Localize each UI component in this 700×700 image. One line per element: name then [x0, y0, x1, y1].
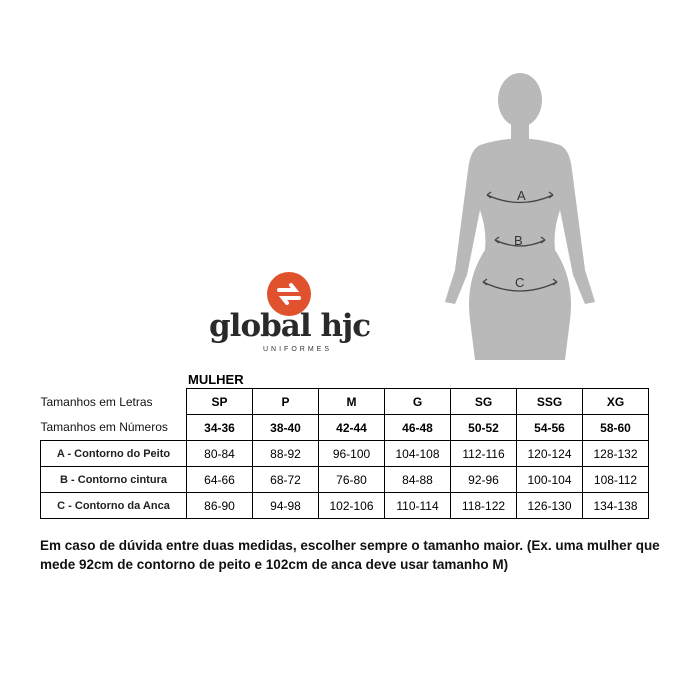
table-cell: 110-114	[384, 492, 451, 519]
table-cell: 112-116	[450, 440, 517, 467]
size-table: Tamanhos em Letras SP P M G SG SSG XG Tamanhos e…	[40, 388, 649, 519]
table-cell: 134-138	[582, 492, 649, 519]
table-cell: 96-100	[318, 440, 385, 467]
row-label: Tamanhos em Letras	[40, 394, 153, 409]
table-cell: 64-66	[186, 466, 253, 493]
table-cell: G	[384, 388, 451, 415]
measure-label-a: A	[517, 188, 526, 203]
table-row: A - Contorno do Peito 80-84 88-92 96-100 104…	[40, 440, 649, 467]
table-row: C - Contorno da Anca 86-90 94-98 102-106 110…	[40, 492, 649, 519]
measure-label-c: C	[515, 275, 524, 290]
row-label: B - Contorno cintura	[40, 466, 187, 493]
row-label: Tamanhos em Números	[40, 420, 168, 435]
table-cell: 68-72	[252, 466, 319, 493]
table-row: Tamanhos em Números 34-36 38-40 42-44 46-48 5…	[40, 414, 649, 441]
table-cell: P	[252, 388, 319, 415]
table-cell: 86-90	[186, 492, 253, 519]
row-label: A - Contorno do Peito	[40, 440, 187, 467]
table-cell: 76-80	[318, 466, 385, 493]
table-cell: 118-122	[450, 492, 517, 519]
table-cell: 126-130	[516, 492, 583, 519]
woman-silhouette-figure: A B C	[435, 70, 605, 365]
table-row: B - Contorno cintura 64-66 68-72 76-80 84-88…	[40, 466, 649, 493]
logo-subtitle: UNIFORMES	[263, 346, 332, 353]
logo-name: global hjc	[209, 308, 371, 344]
measure-label-b: B	[514, 233, 523, 248]
table-cell: 94-98	[252, 492, 319, 519]
row-label: C - Contorno da Anca	[40, 492, 187, 519]
table-cell: 108-112	[582, 466, 649, 493]
table-cell: SP	[186, 388, 253, 415]
table-cell: M	[318, 388, 385, 415]
table-cell: 100-104	[516, 466, 583, 493]
table-cell: 54-56	[516, 414, 583, 441]
brand-logo: global hjc UNIFORMES	[205, 268, 375, 358]
table-cell: 104-108	[384, 440, 451, 467]
table-cell: 46-48	[384, 414, 451, 441]
table-cell: 120-124	[516, 440, 583, 467]
table-cell: 102-106	[318, 492, 385, 519]
table-cell: 128-132	[582, 440, 649, 467]
table-cell: 84-88	[384, 466, 451, 493]
table-cell: 92-96	[450, 466, 517, 493]
table-cell: 80-84	[186, 440, 253, 467]
table-cell: 50-52	[450, 414, 517, 441]
table-cell: 38-40	[252, 414, 319, 441]
table-cell: 42-44	[318, 414, 385, 441]
table-cell: SSG	[516, 388, 583, 415]
table-cell: SG	[450, 388, 517, 415]
arrows-logo-icon	[267, 272, 311, 316]
size-note: Em caso de dúvida entre duas medidas, es…	[40, 538, 660, 572]
table-cell: 58-60	[582, 414, 649, 441]
table-cell: XG	[582, 388, 649, 415]
table-title: MULHER	[188, 372, 244, 387]
table-row: Tamanhos em Letras SP P M G SG SSG XG	[40, 388, 649, 415]
table-cell: 88-92	[252, 440, 319, 467]
table-cell: 34-36	[186, 414, 253, 441]
